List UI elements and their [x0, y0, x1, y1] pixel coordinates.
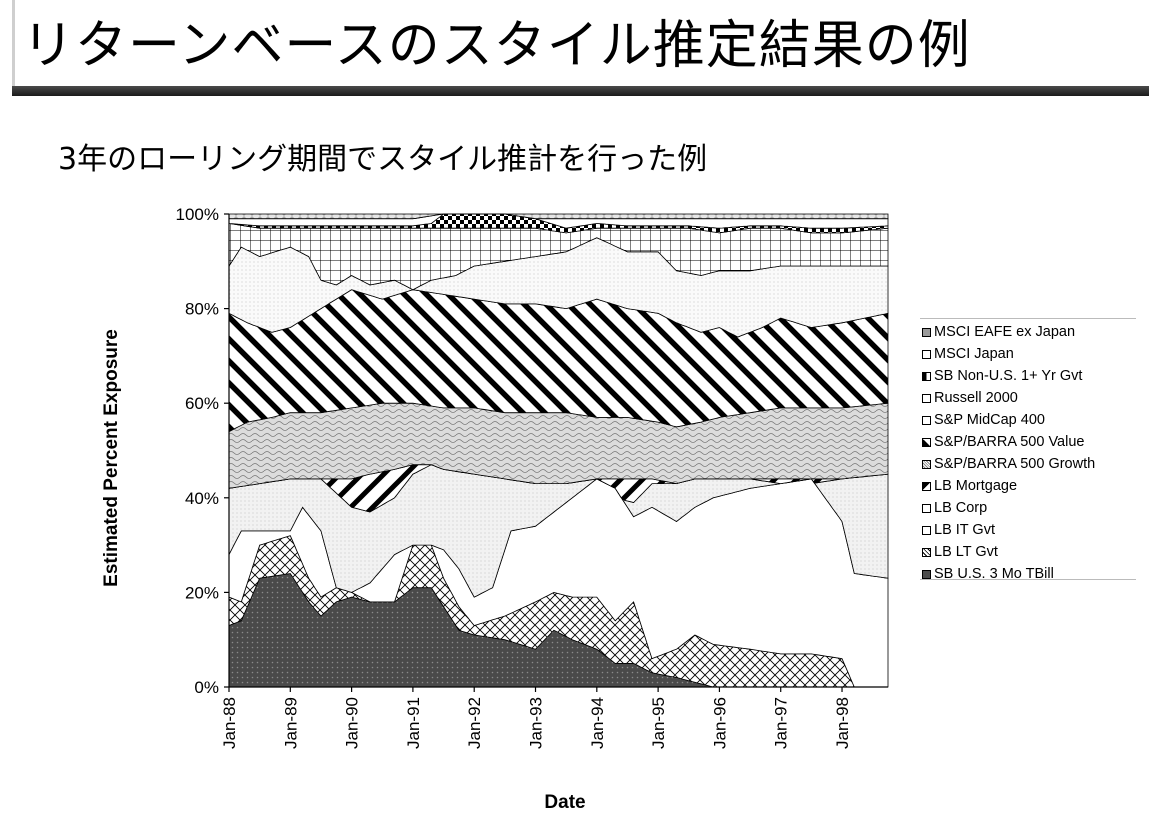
- x-tick-label: Jan-88: [220, 697, 239, 749]
- y-axis-title: Estimated Percent Exposure: [101, 329, 122, 587]
- legend-label: LB Corp: [934, 500, 988, 516]
- legend-item: SB U.S. 3 Mo TBill: [920, 563, 1136, 585]
- legend-label: Russell 2000: [934, 390, 1018, 406]
- slide-subtitle: 3年のローリング期間でスタイル推計を行った例: [58, 142, 708, 177]
- slide-title: リターンベースのスタイル推定結果の例: [22, 16, 971, 76]
- x-tick-label: Jan-95: [649, 697, 668, 749]
- legend: MSCI EAFE ex Japan MSCI Japan SB Non-U.S. …: [920, 318, 1136, 582]
- legend-swatch: [922, 459, 931, 469]
- legend-swatch: [922, 393, 931, 403]
- legend-swatch: [922, 481, 931, 491]
- x-tick-label: Jan-92: [465, 697, 484, 749]
- legend-swatch: [922, 349, 931, 359]
- legend-label: SB U.S. 3 Mo TBill: [934, 566, 1054, 582]
- legend-item: LB Corp: [920, 497, 1136, 519]
- legend-label: MSCI Japan: [934, 346, 1014, 362]
- x-tick-label: Jan-97: [772, 697, 791, 749]
- legend-item: LB LT Gvt: [920, 541, 1136, 563]
- area-band-msci-eafe-ex-japan: [228, 213, 889, 220]
- legend-label: S&P/BARRA 500 Value: [934, 434, 1085, 450]
- legend-item: SB Non-U.S. 1+ Yr Gvt: [920, 365, 1136, 387]
- plot-area: [228, 213, 889, 688]
- legend-item: LB IT Gvt: [920, 519, 1136, 541]
- x-tick-label: Jan-89: [281, 697, 300, 749]
- legend-item: S&P/BARRA 500 Value: [920, 431, 1136, 453]
- y-tick-label: 0%: [194, 678, 219, 697]
- y-tick-label: 100%: [176, 205, 219, 224]
- legend-swatch: [922, 503, 931, 513]
- legend-item: LB Mortgage: [920, 475, 1136, 497]
- legend-label: LB IT Gvt: [934, 522, 995, 538]
- x-tick-label: Jan-98: [833, 697, 852, 749]
- title-divider-bar: [12, 86, 1149, 96]
- legend-swatch: [922, 569, 931, 579]
- legend-label: SB Non-U.S. 1+ Yr Gvt: [934, 368, 1083, 384]
- y-tick-label: 60%: [185, 394, 219, 413]
- legend-swatch: [922, 437, 931, 447]
- x-tick-label: Jan-90: [343, 697, 362, 749]
- legend-item: S&P/BARRA 500 Growth: [920, 453, 1136, 475]
- area-band-s-p-barra-500-growth: [228, 402, 889, 489]
- title-bar-accent: [12, 0, 15, 96]
- legend-item: S&P MidCap 400: [920, 409, 1136, 431]
- legend-swatch: [922, 415, 931, 425]
- legend-label: S&P/BARRA 500 Growth: [934, 456, 1096, 472]
- legend-item: MSCI EAFE ex Japan: [920, 321, 1136, 343]
- legend-label: LB LT Gvt: [934, 544, 998, 560]
- y-tick-label: 20%: [185, 583, 219, 602]
- legend-swatch: [922, 525, 931, 535]
- legend-label: MSCI EAFE ex Japan: [934, 324, 1076, 340]
- x-axis-title: Date: [544, 792, 585, 813]
- x-tick-label: Jan-96: [710, 697, 729, 749]
- x-tick-label: Jan-93: [527, 697, 546, 749]
- legend-item: MSCI Japan: [920, 343, 1136, 365]
- x-tick-label: Jan-91: [404, 697, 423, 749]
- legend-item: Russell 2000: [920, 387, 1136, 409]
- legend-label: S&P MidCap 400: [934, 412, 1045, 428]
- legend-swatch: [922, 371, 931, 381]
- axes: 0% 20% 40% 60% 80% 100% Jan-88 Jan-89 Jan-90 Jan-…: [176, 205, 888, 749]
- legend-swatch: [922, 547, 931, 557]
- legend-label: LB Mortgage: [934, 478, 1018, 494]
- x-tick-label: Jan-94: [588, 697, 607, 749]
- legend-swatch: [922, 327, 931, 337]
- y-tick-label: 80%: [185, 300, 219, 319]
- y-tick-label: 40%: [185, 489, 219, 508]
